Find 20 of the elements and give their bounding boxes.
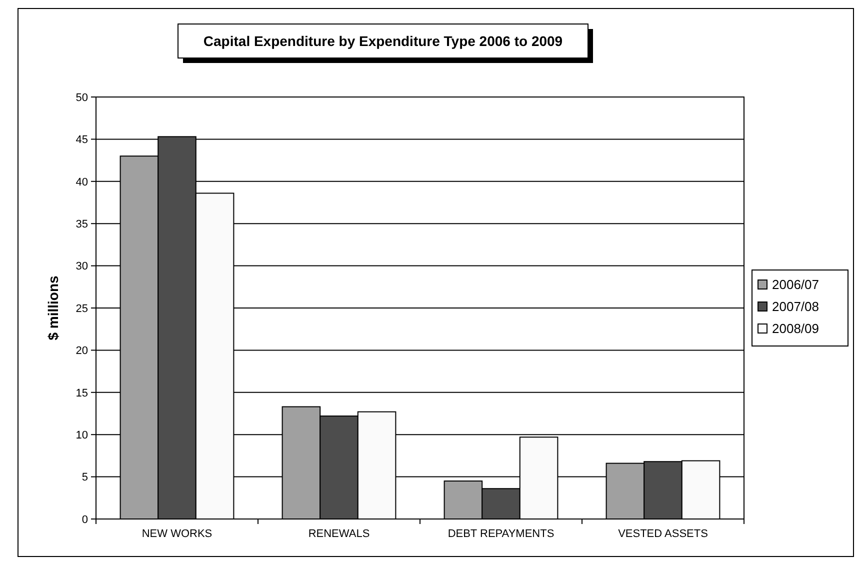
y-axis-title: $ millions bbox=[45, 276, 61, 340]
y-tick-label: 15 bbox=[76, 387, 88, 400]
x-tick-label: RENEWALS bbox=[308, 528, 370, 540]
legend-label: 2007/08 bbox=[772, 299, 819, 314]
x-tick-label: NEW WORKS bbox=[142, 528, 212, 540]
legend-label: 2008/09 bbox=[772, 321, 819, 336]
y-tick-label: 50 bbox=[76, 92, 88, 104]
y-tick-label: 35 bbox=[76, 218, 88, 230]
y-tick-label: 0 bbox=[82, 514, 88, 526]
y-tick-label: 30 bbox=[76, 260, 88, 273]
chart-title: Capital Expenditure by Expenditure Type 2006 to 2009 bbox=[203, 33, 563, 49]
y-tick-label: 25 bbox=[76, 302, 88, 315]
y-tick-label: 5 bbox=[82, 472, 88, 484]
legend-label: 2006/07 bbox=[772, 277, 819, 292]
x-tick-label: VESTED ASSETS bbox=[618, 528, 708, 540]
x-tick-label: DEBT REPAYMENTS bbox=[448, 528, 554, 540]
y-tick-label: 10 bbox=[76, 429, 88, 442]
y-tick-label: 40 bbox=[76, 176, 88, 188]
y-tick-label: 20 bbox=[76, 345, 88, 358]
y-tick-label: 45 bbox=[76, 134, 88, 146]
